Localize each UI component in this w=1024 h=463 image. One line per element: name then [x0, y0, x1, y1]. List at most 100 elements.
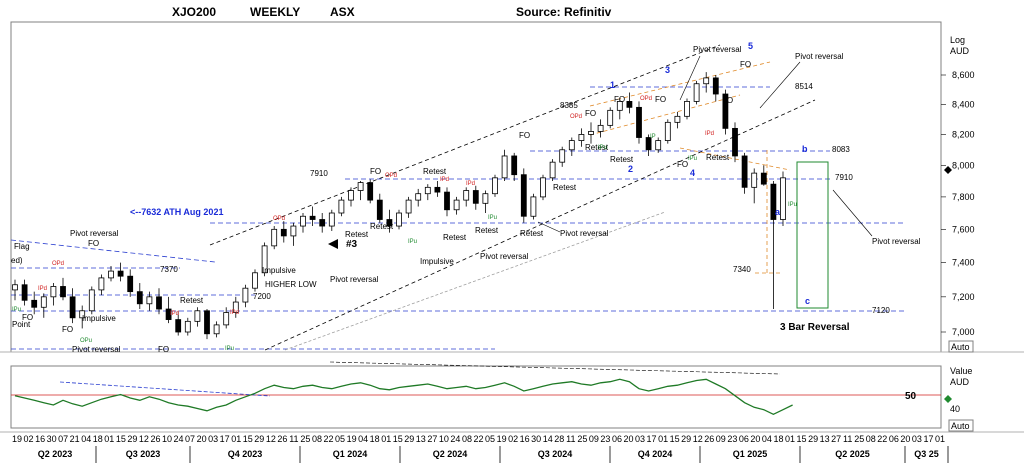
- x-tick-label: 14: [543, 434, 553, 444]
- candle: [127, 269, 134, 297]
- annotation-retest-9: Retest: [610, 155, 634, 164]
- x-tick-label: 26: [150, 434, 160, 444]
- candle: [223, 307, 230, 329]
- x-tick-label: 17: [923, 434, 933, 444]
- x-axis-ticks: 19 02 16 30 07 21 04 18 01 15 29 12 26 10 24 07 20 03 17 01…: [12, 434, 945, 444]
- candle: [117, 262, 124, 282]
- candle-body: [674, 115, 681, 123]
- candle: [674, 111, 681, 129]
- candle: [472, 185, 479, 210]
- candle: [405, 196, 412, 218]
- x-tick-label: 05: [485, 434, 495, 444]
- x-tick-label: 17: [220, 434, 230, 444]
- candle-body: [309, 215, 316, 220]
- candle-body: [559, 149, 566, 163]
- annotation-ipu-1: IPu: [12, 307, 21, 313]
- candle: [242, 284, 249, 308]
- quarter-label: Q4 2023: [228, 449, 263, 459]
- candle: [184, 317, 191, 336]
- pointer-pivot-right: [832, 189, 873, 237]
- annotation-pivot-reversal-mid: Pivot reversal: [560, 229, 609, 238]
- x-tick-label: 02: [24, 434, 34, 444]
- candle-body: [31, 299, 38, 308]
- candle-body: [271, 228, 278, 247]
- candle-body: [223, 312, 230, 326]
- candle-body: [127, 275, 134, 293]
- x-tick-label: 26: [277, 434, 287, 444]
- level-label-7340: 7340: [733, 265, 751, 274]
- auto-button[interactable]: [948, 340, 974, 353]
- x-tick-label: 01: [935, 434, 945, 444]
- annotation-fo-9: FO: [655, 95, 666, 104]
- indicator-level-label: 50: [905, 391, 917, 402]
- candle-body: [501, 155, 508, 179]
- candle-body: [712, 77, 719, 95]
- y-tick-label: 8,400: [952, 99, 975, 109]
- candle: [194, 307, 201, 327]
- x-tick-label: 21: [70, 434, 80, 444]
- candle-body: [664, 121, 671, 141]
- annotation-fo-1: FO: [88, 239, 99, 248]
- candle: [511, 152, 518, 181]
- annotation-pivot-reversal-q2-low: Pivot reversal: [72, 345, 121, 354]
- level-label-7120: 7120: [872, 306, 890, 315]
- x-tick-label: 28: [554, 434, 564, 444]
- candle-body: [21, 284, 28, 301]
- y-tick-label: 8,000: [952, 160, 975, 170]
- annotation-ipd-2: IPd: [170, 311, 179, 317]
- annotation-pivot-reversal-top: Pivot reversal: [693, 45, 742, 54]
- x-tick-label: 09: [716, 434, 726, 444]
- x-tick-label: 10: [162, 434, 172, 444]
- candle: [376, 193, 383, 223]
- candle-body: [578, 134, 585, 141]
- annotation-retest-8: Retest: [553, 183, 577, 192]
- annotation-retest-11: Retest: [585, 143, 609, 152]
- candle-body: [117, 270, 124, 277]
- annotation-retest-10: Retest: [706, 153, 730, 162]
- x-tick-label: 23: [600, 434, 610, 444]
- y-tick-label: 8,200: [952, 129, 975, 139]
- level-label-8083: 8083: [832, 145, 850, 154]
- auto-button-lower[interactable]: [948, 419, 974, 432]
- header-ticker: XJO200: [172, 5, 216, 19]
- candle: [770, 180, 777, 310]
- x-tick-label: 23: [727, 434, 737, 444]
- y-tick-label: 7,600: [952, 224, 975, 234]
- annotation-fo-7: FO: [585, 109, 596, 118]
- candle: [88, 286, 95, 315]
- candle: [146, 291, 153, 311]
- candle-body: [367, 182, 374, 201]
- annotation-ipu-7: IPu: [788, 202, 797, 208]
- annotation-pivot-reversal-right: Pivot reversal: [872, 237, 921, 246]
- trend-grey: [284, 211, 666, 351]
- annotation-fo-11: FO: [722, 96, 733, 105]
- x-tick-label: 25: [300, 434, 310, 444]
- candle-body: [261, 245, 268, 274]
- pointer-pivot-mid: [537, 221, 561, 233]
- candle: [501, 149, 508, 181]
- indicator-axis-tick-40: 40: [950, 404, 960, 414]
- x-axis-quarters: Q2 2023 Q3 2023 Q4 2023 Q1 2024 Q2 2024 Q3 20…: [38, 446, 949, 463]
- candle: [424, 184, 431, 201]
- candle-body: [492, 177, 498, 195]
- candle: [271, 226, 278, 250]
- level-label-7200: 7200: [253, 292, 271, 301]
- x-tick-label: 20: [750, 434, 760, 444]
- indicator-trend-line-2: [329, 361, 781, 375]
- candle: [616, 98, 623, 120]
- candle-body: [741, 155, 748, 188]
- x-tick-label: 15: [670, 434, 680, 444]
- y-tick-label: 7,400: [952, 258, 975, 268]
- annotation-impulsive-3: Impulsive: [82, 314, 116, 323]
- candle-body: [444, 191, 450, 211]
- x-tick-label: 04: [762, 434, 772, 444]
- candle-body: [645, 137, 652, 151]
- candle-body: [88, 289, 95, 312]
- annotation-ipu-6: IPu: [688, 156, 697, 162]
- auto-button-label: Auto: [951, 342, 970, 352]
- candle-body: [463, 190, 470, 201]
- candle-body: [607, 109, 614, 126]
- candle-body: [568, 140, 575, 151]
- candle-body: [760, 172, 767, 185]
- candle: [328, 209, 335, 231]
